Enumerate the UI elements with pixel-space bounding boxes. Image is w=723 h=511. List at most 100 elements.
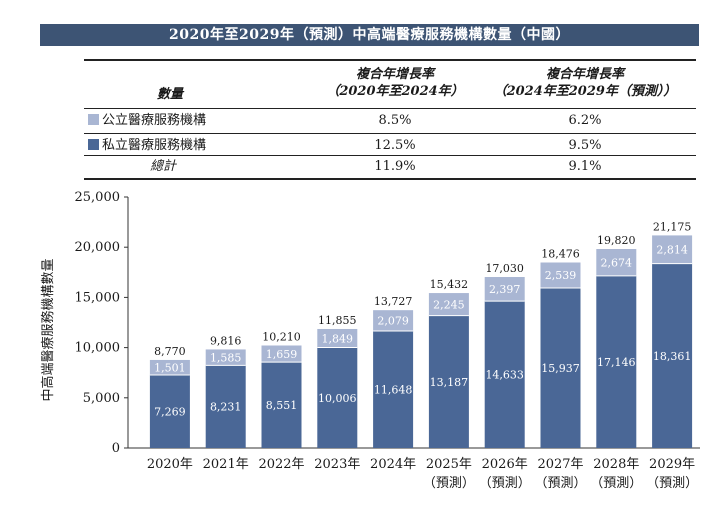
table-top-rule	[84, 59, 696, 61]
public-row-label-text: 公立醫療服務機構	[102, 113, 207, 128]
bar-private	[261, 362, 302, 448]
public-legend-swatch	[88, 114, 99, 125]
table-bottom-rule	[84, 178, 696, 180]
x-tick-sublabel: （預測）	[590, 476, 642, 491]
table-row-rule-2	[84, 155, 696, 156]
bars	[149, 235, 693, 448]
x-tick-label: 2027年	[537, 457, 583, 472]
table-header-cagr2-line2: （2024年至2029年（預測））	[493, 84, 677, 99]
bar-public	[205, 349, 246, 366]
label-private: 15,937	[541, 362, 580, 375]
label-private: 17,146	[597, 356, 636, 369]
bar-public	[596, 249, 637, 276]
label-private: 10,006	[318, 392, 357, 405]
label-total: 18,476	[541, 248, 580, 261]
table-row-private-cagr1: 12.5%	[374, 138, 416, 153]
bar-private	[540, 287, 581, 448]
chart-title: 2020年至2029年（預測）中高端醫療服務機構數量（中國）	[40, 24, 699, 46]
bar-private	[317, 347, 358, 448]
x-tick-label: 2025年	[426, 457, 472, 472]
private-row-label-text: 私立醫療服務機構	[102, 138, 207, 153]
private-legend-swatch	[88, 139, 99, 150]
label-public: 2,245	[433, 298, 465, 311]
label-total: 17,030	[485, 262, 524, 275]
x-tick-label: 2023年	[314, 457, 360, 472]
label-public: 1,849	[322, 332, 354, 345]
bar-public	[428, 293, 469, 316]
label-private: 11,648	[374, 384, 413, 397]
bar-public	[540, 262, 581, 288]
y-axis-label: 中高端醫療服務機構數量	[40, 258, 56, 401]
label-total: 19,820	[597, 234, 636, 247]
label-private: 8,551	[266, 399, 298, 412]
bar-public	[484, 277, 525, 302]
label-private: 8,231	[210, 401, 242, 414]
bar-public	[261, 345, 302, 363]
table-row-total-cagr2: 9.1%	[568, 159, 602, 174]
table-header-quantity: 數量	[156, 87, 183, 102]
label-total: 13,727	[374, 295, 413, 308]
label-public: 2,674	[601, 256, 633, 269]
bar-private	[596, 275, 637, 448]
bar-public	[373, 310, 414, 332]
y-tick-label: 25,000	[75, 190, 121, 205]
label-total: 21,175	[653, 220, 692, 233]
bar-public	[652, 235, 693, 264]
x-tick-label: 2022年	[258, 457, 304, 472]
x-tick-sublabel: （預測）	[646, 476, 698, 491]
x-tick-sublabel: （預測）	[479, 476, 531, 491]
x-tick-label: 2026年	[482, 457, 528, 472]
label-total: 9,816	[210, 334, 242, 347]
y-tick-label: 5,000	[83, 391, 120, 406]
label-private: 18,361	[653, 350, 692, 363]
table-row-total-label: 總計	[150, 159, 177, 174]
x-tick-label: 2028年	[593, 457, 639, 472]
bar-private	[428, 315, 469, 448]
y-tick-label: 10,000	[75, 341, 121, 356]
label-public: 2,397	[489, 283, 521, 296]
x-tick-label: 2021年	[203, 457, 249, 472]
x-tick-label: 2020年	[147, 457, 193, 472]
y-tick-label: 20,000	[75, 240, 121, 255]
table-row-private-label: 私立醫療服務機構	[88, 137, 206, 154]
bar-private	[149, 375, 190, 448]
table-row-total-cagr1: 11.9%	[374, 159, 416, 174]
x-axis-labels: 2020年 2021年 2022年 2023年 2024年 2025年 （預測） 2026年 （…	[147, 457, 698, 491]
y-tick-label: 15,000	[75, 290, 121, 305]
bar-private	[373, 331, 414, 448]
table-header-cagr1-line2: （2020年至2024年）	[326, 84, 464, 99]
label-public: 2,079	[377, 315, 409, 328]
label-private: 13,187	[430, 376, 469, 389]
label-public: 1,585	[210, 351, 242, 364]
data-labels: 7,269 1,501 8,770 8,231 1,585 9,816 8,551 1,659…	[154, 220, 691, 418]
bar-private	[484, 301, 525, 448]
y-tick-label: 0	[112, 441, 120, 456]
label-private: 14,633	[485, 369, 524, 382]
table-header-cagr2-line1: 複合年增長率	[545, 67, 624, 82]
table-row-public-cagr1: 8.5%	[378, 113, 412, 128]
table-header-rule	[84, 108, 696, 109]
table-row-private-cagr2: 9.5%	[568, 138, 602, 153]
bar-private	[205, 365, 246, 448]
bar-public	[149, 359, 190, 376]
table-header-cagr1-line1: 複合年增長率	[355, 67, 434, 82]
x-tick-sublabel: （預測）	[534, 476, 586, 491]
label-private: 7,269	[154, 406, 186, 419]
label-public: 1,501	[154, 361, 186, 374]
x-tick-label: 2024年	[370, 457, 416, 472]
table-row-public-cagr2: 6.2%	[568, 113, 602, 128]
x-tick-label: 2029年	[649, 457, 695, 472]
label-public: 1,659	[266, 348, 298, 361]
table-row-public-label: 公立醫療服務機構	[88, 112, 206, 129]
label-total: 15,432	[430, 278, 469, 291]
label-total: 11,855	[318, 314, 357, 327]
bar-private	[652, 263, 693, 448]
label-public: 2,539	[545, 269, 577, 282]
table-row-rule-1	[84, 133, 696, 134]
label-total: 10,210	[262, 330, 301, 343]
x-tick-sublabel: （預測）	[423, 476, 475, 491]
bar-public	[317, 328, 358, 348]
label-public: 2,814	[656, 244, 688, 257]
